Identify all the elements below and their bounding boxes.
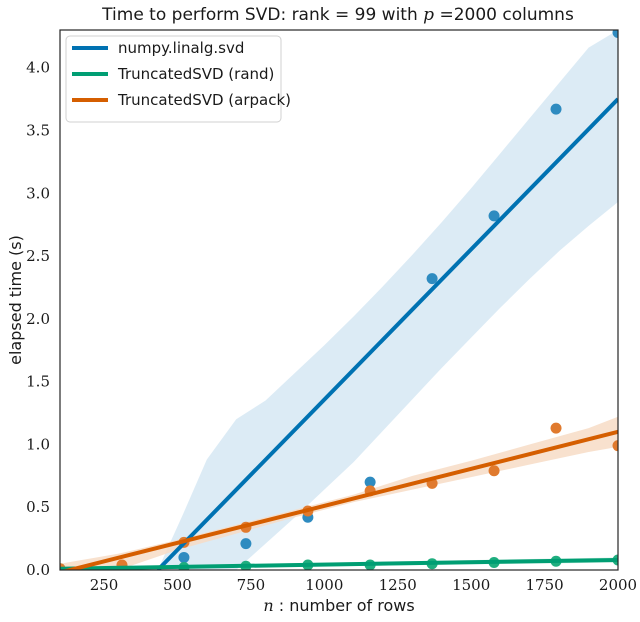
y-tick-label: 3.0 bbox=[26, 184, 50, 202]
x-axis-label-math: n bbox=[263, 596, 273, 615]
legend-label-numpy-linalg-svd: numpy.linalg.svd bbox=[118, 39, 244, 57]
truncatedsvd-arpack-fit-line bbox=[61, 429, 618, 570]
y-tick-label: 3.5 bbox=[26, 121, 50, 139]
legend-box bbox=[65, 35, 282, 123]
y-tick-label: 2.5 bbox=[26, 247, 50, 265]
legend-label-truncatedsvd-arpack: TruncatedSVD (arpack) bbox=[117, 91, 291, 109]
x-tick-label: 750 bbox=[237, 576, 266, 594]
y-tick-label: 1.5 bbox=[26, 373, 50, 391]
numpy-linalg-svd-confidence-band bbox=[157, 30, 618, 570]
truncatedsvd-arpack-point bbox=[550, 422, 562, 434]
legend: numpy.linalg.svd TruncatedSVD (rand) Trunc… bbox=[65, 35, 291, 123]
truncatedsvd-arpack-point bbox=[488, 465, 500, 477]
x-axis-label: n : number of rows bbox=[263, 596, 414, 615]
y-tick-label: 4.0 bbox=[26, 59, 50, 77]
chart-title-math: p bbox=[423, 5, 434, 25]
numpy-linalg-svd-point bbox=[488, 210, 500, 222]
truncatedsvd-arpack-point bbox=[612, 440, 618, 452]
y-tick-label: 0.0 bbox=[26, 561, 50, 579]
y-tick-label: 1.0 bbox=[26, 435, 50, 453]
chart-title-text: Time to perform SVD: rank = 99 with bbox=[101, 5, 418, 25]
y-axis-ticks: 0.0 0.5 1.0 1.5 2.0 2.5 3.0 3.5 4.0 bbox=[26, 59, 50, 579]
x-tick-label: 1250 bbox=[379, 576, 417, 594]
numpy-linalg-svd-fit-line bbox=[156, 97, 618, 570]
x-tick-label: 2000 bbox=[599, 576, 637, 594]
numpy-linalg-svd-point bbox=[240, 538, 252, 550]
x-axis-ticks: 250 500 750 1000 1250 1500 1750 2000 bbox=[90, 576, 637, 594]
y-axis-label: elapsed time (s) bbox=[6, 235, 25, 365]
numpy-linalg-svd-point bbox=[612, 30, 618, 39]
chart-title: Time to perform SVD: rank = 99 with p =2… bbox=[101, 5, 574, 25]
x-tick-label: 500 bbox=[163, 576, 192, 594]
y-tick-label: 2.0 bbox=[26, 310, 50, 328]
truncatedsvd-rand-fit-line bbox=[60, 557, 618, 570]
x-axis-label-text: : number of rows bbox=[279, 596, 415, 615]
regression-lines bbox=[60, 97, 618, 570]
truncatedsvd-arpack-confidence-band bbox=[60, 416, 618, 570]
x-tick-label: 250 bbox=[90, 576, 119, 594]
numpy-linalg-svd-point bbox=[364, 476, 376, 488]
x-tick-label: 1500 bbox=[452, 576, 490, 594]
x-tick-label: 1000 bbox=[305, 576, 343, 594]
numpy-linalg-svd-point bbox=[178, 551, 190, 563]
numpy-linalg-svd-point bbox=[426, 273, 438, 285]
y-tick-label: 0.5 bbox=[26, 498, 50, 516]
x-tick-label: 1750 bbox=[525, 576, 563, 594]
plot-frame bbox=[59, 29, 619, 571]
numpy-linalg-svd-point bbox=[550, 103, 562, 115]
legend-label-truncatedsvd-rand: TruncatedSVD (rand) bbox=[117, 65, 274, 83]
chart-title-tail: =2000 columns bbox=[439, 5, 573, 25]
